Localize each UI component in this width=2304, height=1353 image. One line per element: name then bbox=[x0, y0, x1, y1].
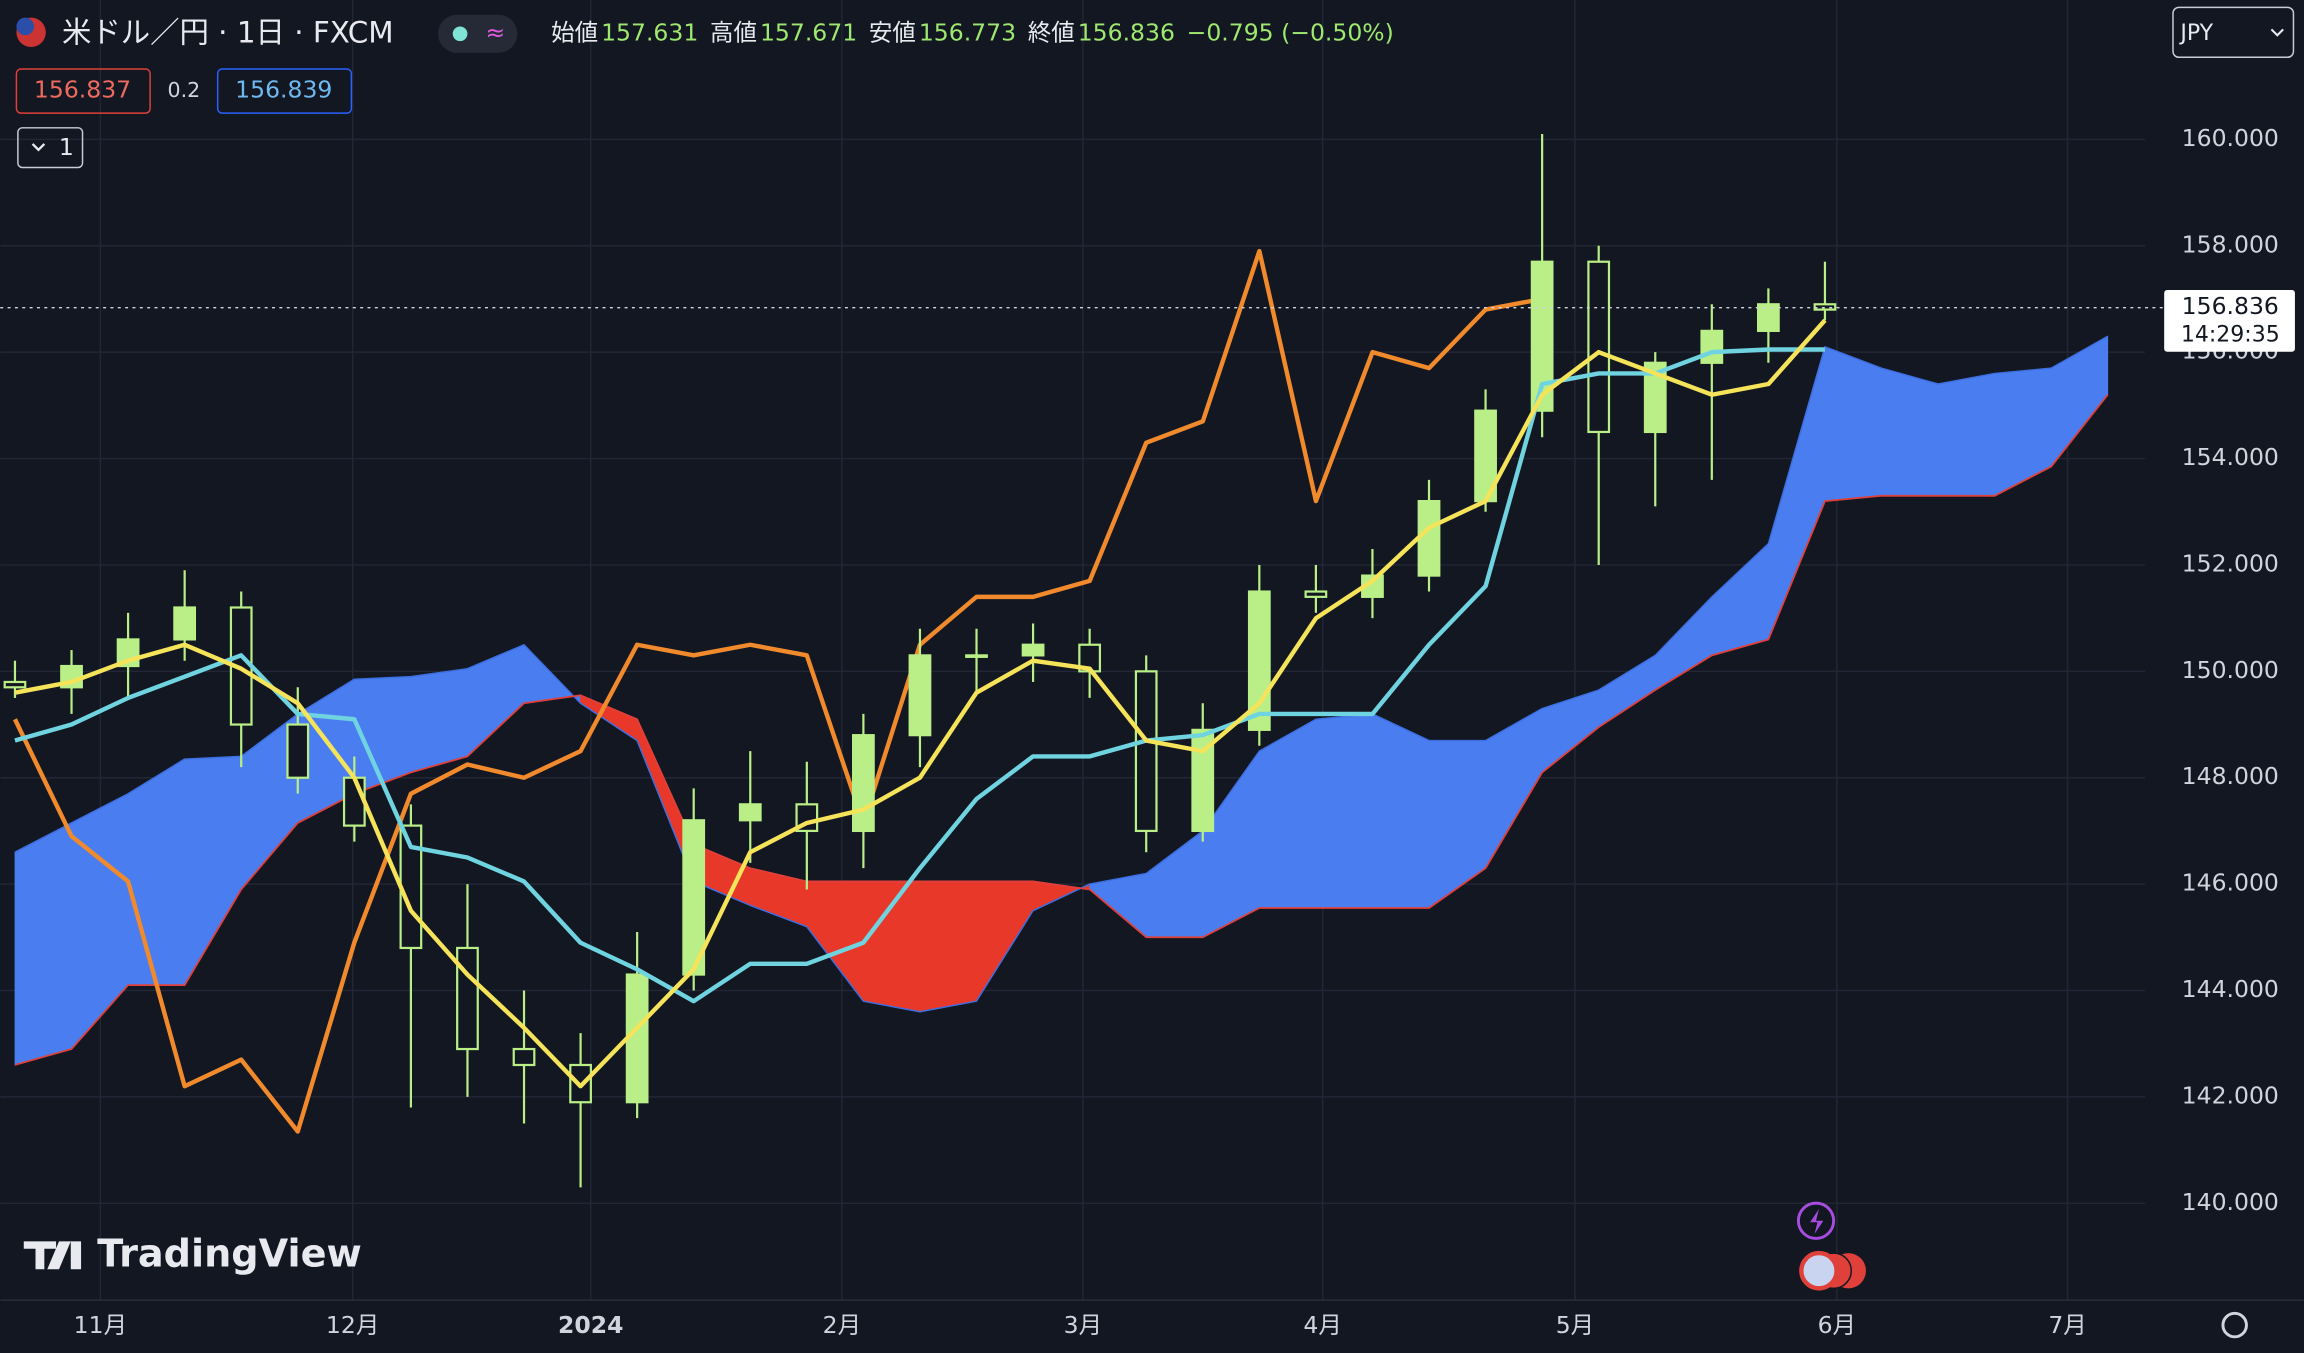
cloud bbox=[410, 668, 468, 773]
y-tick-label: 150.000 bbox=[2182, 656, 2279, 684]
candle-body bbox=[1813, 303, 1837, 311]
ohlc-label: 終値 bbox=[1028, 18, 1075, 46]
cloud bbox=[1937, 372, 1995, 497]
cloud bbox=[127, 758, 186, 986]
y-tick-label: 140.000 bbox=[2182, 1188, 2279, 1216]
ui-layer: 米ドル／円 · 1日 · FXCM ≈ 始値 157.631 高値 157.671 安値… bbox=[15, 6, 2295, 1339]
candle-body bbox=[456, 946, 479, 1051]
bolt bbox=[1810, 1209, 1824, 1235]
x-tick-label: 6月 bbox=[1818, 1311, 1856, 1339]
ohlc-label: 始値 bbox=[551, 18, 598, 46]
cloud bbox=[1824, 346, 1882, 502]
ohlc-legend: 始値 157.631 高値 157.671 安値 156.773 終値 156.836 −0.7… bbox=[551, 18, 1394, 46]
x-tick-label: 2024 bbox=[558, 1311, 623, 1339]
span-a-line bbox=[14, 335, 2109, 1013]
y-tick-label: 144.000 bbox=[2182, 975, 2279, 1003]
x-tick-label: 5月 bbox=[1556, 1311, 1594, 1339]
candle-body bbox=[908, 654, 932, 737]
candle-body bbox=[512, 1047, 536, 1067]
cloud bbox=[14, 822, 72, 1066]
candle-body bbox=[1134, 670, 1158, 833]
ohlc-label: 高値 bbox=[710, 18, 757, 46]
y-tick-label: 146.000 bbox=[2182, 869, 2279, 897]
buy-price: 156.839 bbox=[235, 76, 332, 104]
sell-price: 156.837 bbox=[34, 76, 131, 104]
candle-body bbox=[3, 680, 27, 689]
candle-body bbox=[1700, 329, 1724, 364]
countdown: 14:29:35 bbox=[2181, 323, 2280, 348]
flag-icon-part bbox=[16, 17, 35, 36]
ohlc-value: 156.773 bbox=[919, 18, 1016, 46]
chevron bbox=[31, 143, 46, 152]
x-tick-label: 11月 bbox=[74, 1311, 127, 1339]
watermark: TradingView bbox=[97, 1233, 362, 1277]
candle-body bbox=[1530, 260, 1554, 412]
ohlc-label: 安値 bbox=[869, 18, 916, 46]
candle-body bbox=[173, 606, 197, 641]
cloud bbox=[1372, 713, 1430, 909]
currency-select[interactable] bbox=[2172, 6, 2295, 59]
spread: 0.2 bbox=[168, 78, 201, 102]
y-tick-label: 148.000 bbox=[2182, 762, 2279, 790]
symbol-title: 米ドル／円 · 1日 · FXCM bbox=[62, 15, 394, 49]
candle-body bbox=[1417, 500, 1441, 577]
cloud bbox=[863, 881, 921, 1013]
candle-body bbox=[1191, 728, 1215, 833]
candle-body bbox=[342, 776, 366, 827]
plot-area bbox=[0, 0, 2304, 1301]
chevron bbox=[2270, 28, 2284, 37]
candle-body bbox=[1756, 303, 1780, 332]
ohlc-value: 157.631 bbox=[601, 18, 698, 46]
candle-body bbox=[625, 973, 649, 1104]
y-tick-label: 160.000 bbox=[2182, 124, 2279, 152]
candle-body bbox=[286, 723, 310, 779]
toggle-icon: ≈ bbox=[485, 18, 505, 46]
candle-body bbox=[852, 734, 875, 833]
buy-box[interactable] bbox=[216, 68, 353, 114]
ohlc-value: 156.836 bbox=[1078, 18, 1175, 46]
cloud bbox=[1315, 713, 1373, 909]
y-tick-label: 142.000 bbox=[2182, 1081, 2279, 1109]
candle-body bbox=[1587, 260, 1611, 434]
settings-icon[interactable] bbox=[2221, 1311, 2248, 1339]
cloud bbox=[1258, 718, 1317, 909]
x-tick-label: 4月 bbox=[1303, 1311, 1341, 1339]
tv-logo bbox=[23, 1241, 82, 1270]
tenkan-line bbox=[14, 318, 1827, 1089]
y-tick-label: 152.000 bbox=[2182, 549, 2279, 577]
cloud bbox=[1881, 367, 1939, 497]
x-tick-label: 12月 bbox=[326, 1311, 379, 1339]
y-tick-label: 158.000 bbox=[2182, 230, 2279, 258]
candle-body bbox=[1643, 361, 1667, 434]
candle-body bbox=[1021, 643, 1045, 657]
cloud bbox=[919, 881, 977, 1013]
candle-body bbox=[738, 803, 762, 822]
sell-box[interactable] bbox=[15, 68, 151, 114]
collapse-count: 1 bbox=[59, 133, 74, 161]
chikou-line bbox=[12, 248, 1543, 1134]
candle-body bbox=[682, 819, 706, 976]
candle-body bbox=[1304, 590, 1328, 598]
collapse-button[interactable] bbox=[17, 127, 84, 169]
event-icon[interactable] bbox=[1796, 1201, 1836, 1240]
x-tick-label: 7月 bbox=[2048, 1311, 2086, 1339]
candle-body bbox=[965, 654, 988, 658]
currency: JPY bbox=[2178, 21, 2213, 46]
event-icon[interactable] bbox=[1799, 1250, 1839, 1291]
x-tick-label: 3月 bbox=[1064, 1311, 1102, 1339]
last-price-label: 156.836 bbox=[2182, 292, 2279, 320]
x-tick-label: 2月 bbox=[823, 1311, 861, 1339]
indicator-toggle[interactable] bbox=[438, 14, 518, 53]
change: −0.795 (−0.50%) bbox=[1187, 18, 1394, 46]
last-price-box bbox=[2164, 290, 2295, 352]
y-tick-label: 154.000 bbox=[2182, 443, 2279, 471]
kijun-line bbox=[14, 347, 1825, 1004]
ohlc-value: 157.671 bbox=[760, 18, 857, 46]
toggle-dot bbox=[452, 26, 468, 42]
